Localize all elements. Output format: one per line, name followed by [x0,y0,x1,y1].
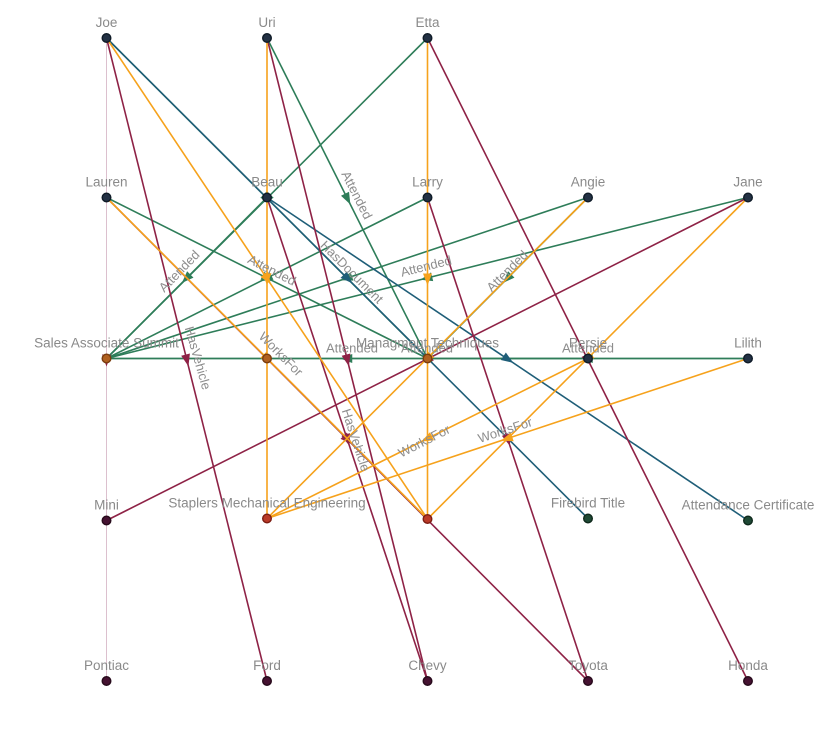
node-jane[interactable] [743,192,754,203]
arrowhead-worksfor-persie-staplers [421,432,434,442]
node-label-lauren: Lauren [85,175,127,190]
node-chevy[interactable] [422,676,433,687]
node-lauren[interactable] [101,192,112,203]
arrowhead-hasvehicle-uri-chevy [341,353,351,367]
node-label-attcert: Attendance Certificate [682,498,815,513]
node-label-angie: Angie [571,175,606,190]
node-label-toyota: Toyota [568,658,608,673]
edge-label-attended-2: Attended [245,252,298,289]
node-honda[interactable] [743,676,754,687]
node-label-pontiac: Pontiac [84,658,129,673]
node-label-etta: Etta [415,15,440,30]
node-mini[interactable] [101,515,112,526]
node-label-uri: Uri [258,15,275,30]
node-label-mini: Mini [94,498,119,513]
arrowhead-attended-uri-mt [340,191,351,205]
arrowhead-attended-beau-sas [181,271,194,283]
node-mecheng[interactable] [422,514,433,525]
node-pontiac[interactable] [101,676,112,687]
node-label-sas: Sales Associate Summit [34,336,179,351]
node-label-mt: Managment Techniques [356,336,499,351]
node-toyota[interactable] [583,676,594,687]
edge-label-attended-8: Attended [562,341,614,356]
arrowhead-hasdocument-beau-attcert [500,352,514,363]
node-angie[interactable] [583,192,594,203]
node-staplers[interactable] [262,513,273,524]
edge-label-worksfor-12: WorksFor [396,421,453,460]
node-label-jane: Jane [733,175,762,190]
node-uri[interactable] [262,33,273,44]
node-sas[interactable] [101,353,112,364]
arrowhead-worksfor-uri-staplers [262,273,272,286]
node-label-beau: Beau [251,175,283,190]
node-label-persie: Persie [569,336,607,351]
node-label-ford: Ford [253,658,281,673]
arrowhead-hasvehicle-joe-ford [181,353,190,367]
arrowhead-hasdocument-joe-firebird [340,271,353,284]
node-beau[interactable] [262,192,273,203]
node-label-joe: Joe [96,15,118,30]
node-label-larry: Larry [412,175,443,190]
arrowhead-worksfor-lilith-staplers [500,432,514,442]
node-label-staplers: Staplers Mechanical Engineering [168,496,365,511]
edge-label-attended-6: Attended [326,341,378,356]
node-event2[interactable] [262,353,273,364]
node-persie[interactable] [583,353,594,364]
node-label-chevy: Chevy [408,658,447,673]
node-larry[interactable] [422,192,433,203]
node-firebird[interactable] [583,513,594,524]
node-mt[interactable] [422,353,433,364]
node-label-firebird: Firebird Title [551,496,625,511]
node-joe[interactable] [101,33,112,44]
edge-label-attended-4: Attended [483,247,530,294]
node-ford[interactable] [262,676,273,687]
node-lilith[interactable] [743,353,754,364]
node-label-lilith: Lilith [734,336,762,351]
node-attcert[interactable] [743,515,754,526]
node-etta[interactable] [422,33,433,44]
arrowhead-worksfor-etta-mecheng [423,273,432,286]
edge-label-attended-7: Attended [401,341,453,356]
node-label-honda: Honda [728,658,768,673]
